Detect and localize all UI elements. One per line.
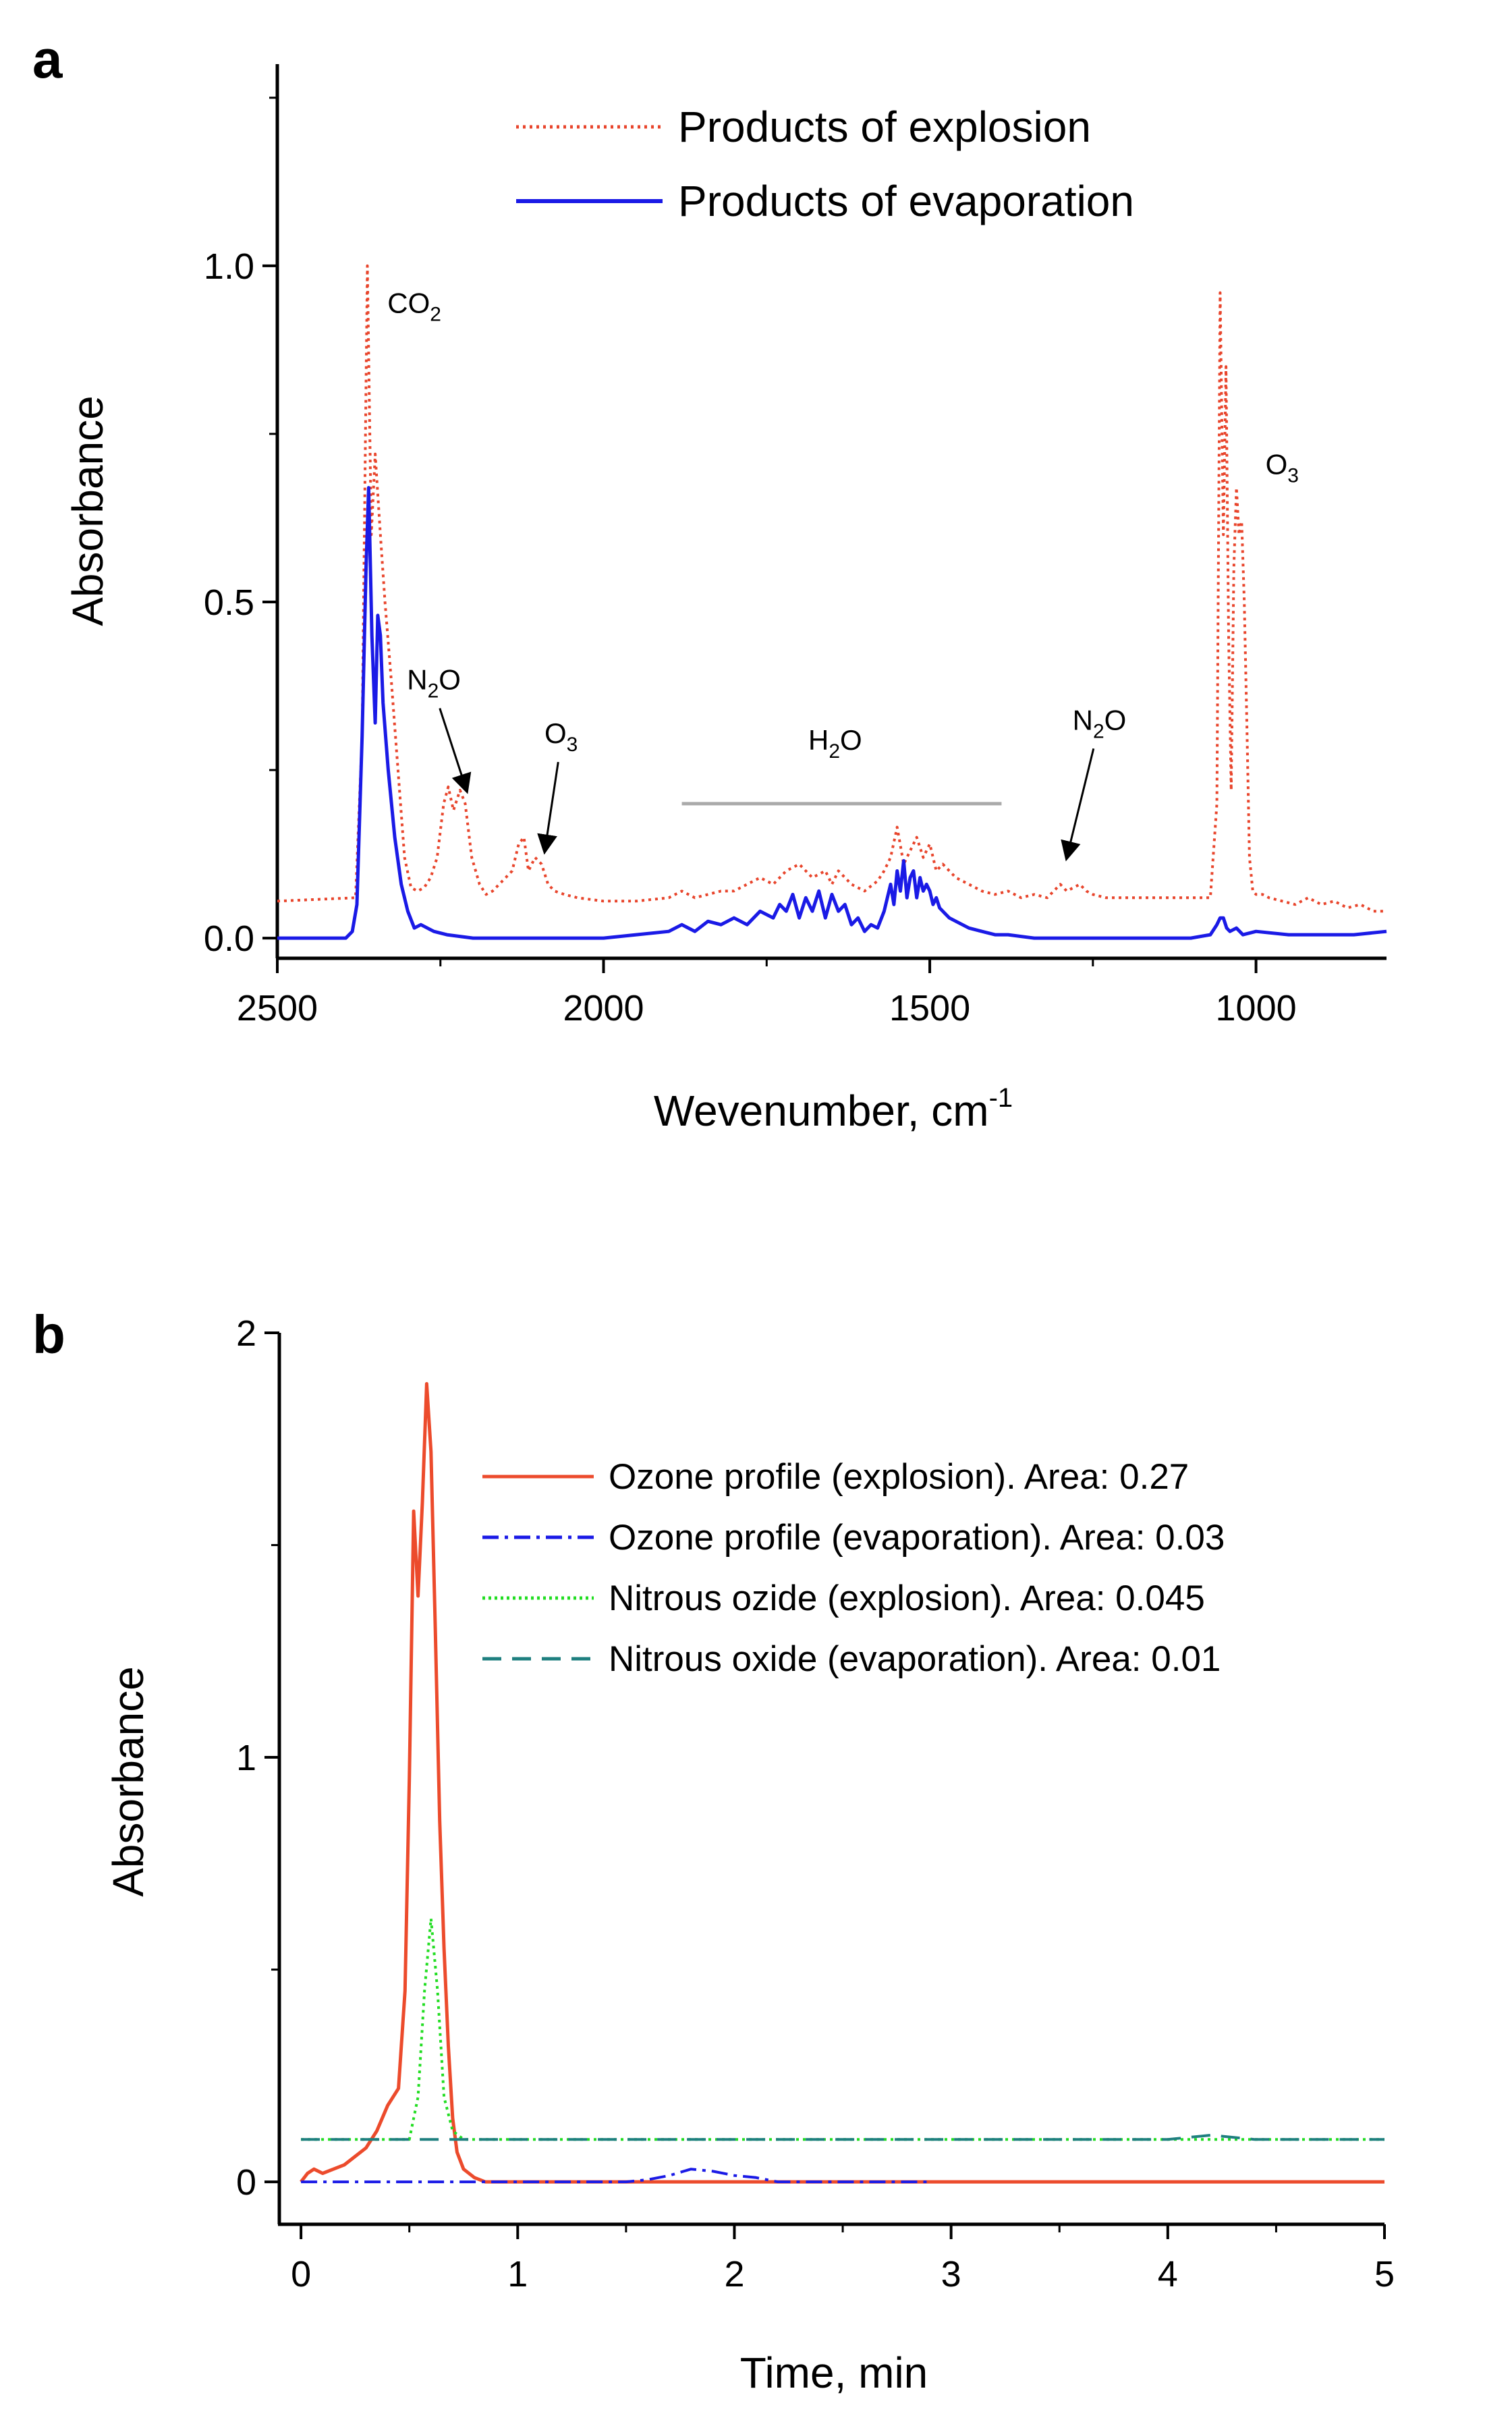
panel-b-y-tick-label-2: 2 xyxy=(236,1313,256,1354)
annotation-arrow-4 xyxy=(1061,748,1095,862)
panel-b: b 0 1 2 0 1 2 3 4 5 Absorbance Time, min Ozone … xyxy=(32,1304,1395,2397)
panel-b-xlabel: Time, min xyxy=(740,2348,928,2397)
panel-b-series xyxy=(300,1382,1384,2184)
panel-b-y-tick-label-1: 1 xyxy=(236,1738,256,1778)
annotation-o3-5: O3 xyxy=(1266,449,1299,487)
panel-b-x-tick-label-1: 1 xyxy=(507,2254,528,2294)
panel-b-x-tick-label-4: 4 xyxy=(1158,2254,1178,2294)
panel-b-series-ozone-profile-evaporation-area-0-03 xyxy=(301,2168,930,2184)
panel-a-y-tick-label-0-0: 0.0 xyxy=(204,918,254,959)
annotation-text: O xyxy=(1266,449,1288,480)
annotation-text: O xyxy=(544,717,567,749)
panel-b-x-tick-label-5: 5 xyxy=(1374,2254,1395,2294)
panel-a-legend: Products of explosion Products of evapor… xyxy=(516,103,1134,225)
panel-b-label: b xyxy=(32,1304,65,1365)
legend-label-nitrous-ozide-explosion: Nitrous ozide (explosion). Area: 0.045 xyxy=(609,1578,1205,1618)
legend-label-products-of-explosion: Products of explosion xyxy=(678,103,1091,151)
panel-a-xlabel-main: Wevenumber, cm xyxy=(654,1087,989,1135)
annotation-n2o-4: N2O xyxy=(1073,704,1127,742)
panel-b-series-nitrous-ozide-explosion-area-0-045 xyxy=(301,1917,1384,2141)
legend-label-nitrous-oxide-evaporation: Nitrous oxide (evaporation). Area: 0.01 xyxy=(609,1639,1221,1679)
annotation-subscript: 3 xyxy=(1287,465,1299,487)
annotation-tail: O xyxy=(439,664,461,696)
annotation-subscript: 3 xyxy=(567,734,578,756)
annotation-co2-0: CO2 xyxy=(387,287,441,326)
annotation-subscript: 2 xyxy=(1093,720,1104,742)
panel-a-label: a xyxy=(32,29,63,89)
annotation-text: N xyxy=(1073,704,1093,736)
panel-b-y-tick-label-0: 0 xyxy=(236,2162,256,2203)
panel-b-series-nitrous-oxide-evaporation-area-0-01 xyxy=(301,2133,1384,2141)
panel-a-x-tick-label-1500: 1500 xyxy=(889,988,970,1028)
panel-a-x-tick-label-1000: 1000 xyxy=(1216,988,1297,1028)
annotation-o3-2: O3 xyxy=(544,717,578,756)
annotation-subscript: 2 xyxy=(430,304,441,326)
panel-b-x-ticks: 0 1 2 3 4 5 xyxy=(291,2224,1395,2294)
panel-a-x-tick-label-2000: 2000 xyxy=(563,988,644,1028)
panel-a-xlabel: Wevenumber, cm-1 xyxy=(654,1083,1013,1135)
annotation-text: N xyxy=(407,664,427,696)
annotation-tail: O xyxy=(1104,704,1127,736)
panel-b-x-tick-label-0: 0 xyxy=(291,2254,311,2294)
panel-b-x-tick-label-2: 2 xyxy=(724,2254,744,2294)
panel-a-y-tick-label-1-0: 1.0 xyxy=(204,246,254,287)
annotation-arrow-1 xyxy=(439,708,472,794)
annotation-tail: O xyxy=(840,724,862,756)
annotation-text: CO xyxy=(387,287,430,319)
annotation-n2o-1: N2O xyxy=(407,664,461,703)
legend-label-products-of-evaporation: Products of evaporation xyxy=(678,177,1134,225)
panel-a-y-tick-label-0-5: 0.5 xyxy=(204,582,254,623)
annotation-text: H xyxy=(808,724,829,756)
panel-a-y-ticks: 0.0 0.5 1.0 xyxy=(204,97,277,959)
panel-a-x-tick-label-2500: 2500 xyxy=(237,988,318,1028)
legend-label-ozone-explosion: Ozone profile (explosion). Area: 0.27 xyxy=(609,1457,1189,1497)
panel-a-x-ticks: 2500 2000 1500 1000 xyxy=(237,958,1297,1028)
panel-a-series-products-of-explosion xyxy=(277,264,1387,913)
panel-a-xlabel-sup: -1 xyxy=(989,1083,1013,1113)
panel-b-y-ticks: 0 1 2 xyxy=(236,1313,279,2203)
panel-a-series-products-of-evaporation xyxy=(277,486,1387,940)
panel-a-series xyxy=(277,264,1387,940)
annotation-subscript: 2 xyxy=(428,680,439,703)
panel-b-ylabel: Absorbance xyxy=(104,1666,152,1897)
panel-b-x-tick-label-3: 3 xyxy=(941,2254,961,2294)
legend-label-ozone-evaporation: Ozone profile (evaporation). Area: 0.03 xyxy=(609,1518,1225,1558)
panel-a-ylabel: Absorbance xyxy=(63,395,112,626)
annotation-arrow-2 xyxy=(537,761,559,855)
panel-a: a 0.00.51.0 2500 2000 1500 1000 Absorbance … xyxy=(32,29,1387,1135)
annotation-h2o-3: H2O xyxy=(808,724,862,763)
panel-b-series-ozone-profile-explosion-area-0-27 xyxy=(300,1382,1384,2184)
panel-b-legend: Ozone profile (explosion). Area: 0.27 Oz… xyxy=(482,1457,1225,1679)
annotation-subscript: 2 xyxy=(829,740,840,763)
